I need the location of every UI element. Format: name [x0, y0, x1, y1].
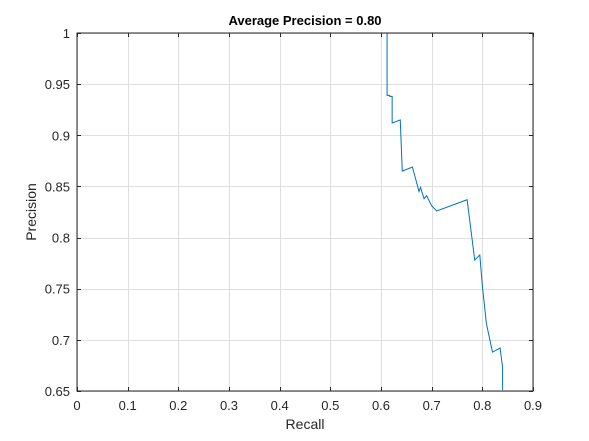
- x-tick-label: 0.3: [220, 398, 238, 413]
- x-tick-label: 0: [73, 398, 80, 413]
- x-tick-label: 0.6: [372, 398, 390, 413]
- plot-area: [77, 33, 533, 391]
- y-tick-label: 0.9: [52, 128, 70, 143]
- series-layer: [77, 32, 504, 390]
- y-tick-label: 0.95: [45, 77, 70, 92]
- axes-box: [76, 32, 534, 392]
- x-tick-label: 0.7: [423, 398, 441, 413]
- y-tick-label: 0.8: [52, 231, 70, 246]
- x-axis-label: Recall: [286, 416, 325, 432]
- x-tick-label: 0.4: [271, 398, 289, 413]
- x-tick-label: 0.8: [473, 398, 491, 413]
- y-tick-label: 0.65: [45, 384, 70, 399]
- y-tick-label: 1: [63, 26, 70, 41]
- precision-recall-curve: [77, 32, 504, 390]
- y-axis-label: Precision: [23, 183, 39, 241]
- y-tick-label: 0.85: [45, 179, 70, 194]
- chart-title: Average Precision = 0.80: [228, 13, 381, 28]
- y-tick-label: 0.7: [52, 333, 70, 348]
- x-tick-label: 0.9: [524, 398, 542, 413]
- y-tick-label: 0.75: [45, 282, 70, 297]
- x-tick-label: 0.5: [321, 398, 339, 413]
- x-tick-label: 0.1: [119, 398, 137, 413]
- ticks: 0 0.1 0.2 0.3 0.4 0.5 0.6 0.7 0.8 0.9 0.65 0.7 0.75 0…: [45, 26, 542, 413]
- x-tick-label: 0.2: [169, 398, 187, 413]
